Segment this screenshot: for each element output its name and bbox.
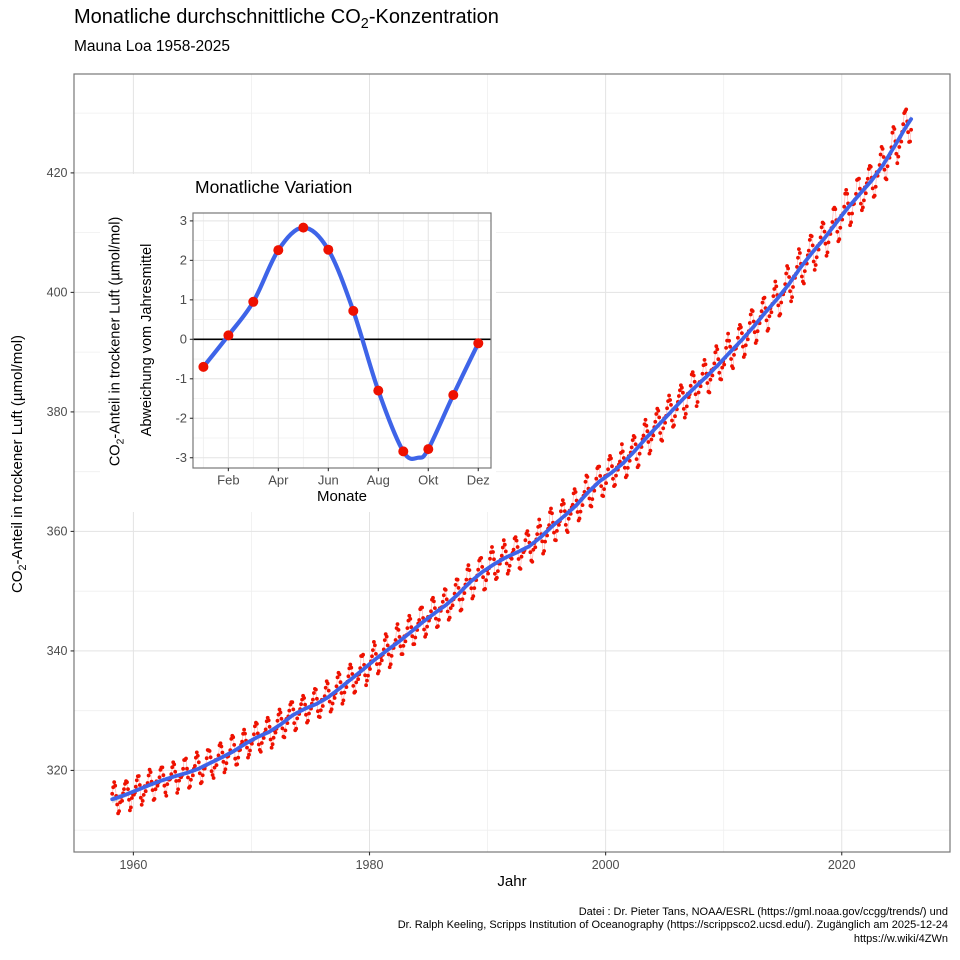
inset-y-tick-label: -1 [175,371,187,386]
plot-title-text: Monatliche durchschnittliche CO [74,6,361,28]
plot-title: Monatliche durchschnittliche CO2-Konzent… [74,6,499,32]
panel-border [73,73,951,853]
y-tick-label: 360 [47,525,68,539]
inset-chart-svg: Feb Apr Jun Aug Okt Dez -3 -2 -1 0 1 2 3 [175,212,492,488]
caption: Datei : Dr. Pieter Tans, NOAA/ESRL (http… [398,906,948,946]
inset-curve [201,225,481,461]
plot-subtitle: Mauna Loa 1958-2025 [74,38,230,55]
x-tick-label: 2000 [592,858,620,872]
inset-y-tick-label: -3 [175,450,187,465]
y-axis-title-text-2: -Anteil in trockener Luft (µmol/mol) [9,334,26,565]
inset-panel-border [192,212,492,469]
inset-axis-ticks [189,220,479,472]
y-axis-title-subscript: 2 [17,564,29,571]
caption-line-3: https://w.wiki/4ZWn [853,932,948,945]
inset-x-tick-label: Feb [217,473,239,488]
axis-ticks [70,172,843,856]
inset-y-tick-label: 0 [180,332,187,347]
inset-x-tick-label: Aug [367,473,390,488]
inset-x-tick-label: Okt [418,473,439,488]
y-tick-label: 400 [47,286,68,300]
inset-title: Monatliche Variation [195,177,353,197]
y-tick-label: 420 [47,166,68,180]
y-axis-title: CO2-Anteil in trockener Luft (µmol/mol) [9,264,29,664]
y-tick-label: 340 [47,644,68,658]
y-tick-label: 320 [47,764,68,778]
inset-minor-gridlines [193,213,491,468]
inset-dots [198,222,484,457]
inset-y-tick-label: -2 [175,410,187,425]
monthly-dots [110,107,913,816]
caption-line-1: Datei : Dr. Pieter Tans, NOAA/ESRL (http… [578,906,948,918]
inset-chart: Monatliche Variation CO2-Anteil in trock… [100,174,496,512]
inset-y-tick-label: 3 [180,213,187,228]
inset-x-tick-label: Jun [318,473,339,488]
inset-y-tick-label: 2 [180,253,187,268]
inset-x-tick-label: Dez [467,473,490,488]
inset-y-tick-label: 1 [180,292,187,307]
x-tick-label: 1980 [356,858,384,872]
y-axis-title-text: CO [9,570,26,594]
y-tick-label: 380 [47,405,68,419]
trend-line [110,117,913,802]
caption-line-2: Dr. Ralph Keeling, Scripps Institution o… [397,919,948,932]
inset-x-axis-title: Monate [316,488,368,505]
inset-x-tick-label: Apr [268,473,289,488]
inset-axis-tick-labels: Feb Apr Jun Aug Okt Dez -3 -2 -1 0 1 2 3 [175,213,489,487]
x-tick-label: 2020 [828,858,856,872]
x-axis-title: Jahr [497,873,527,890]
inset-major-gridlines [193,213,491,468]
plot-title-subscript: 2 [360,16,369,32]
x-tick-label: 1960 [119,858,147,872]
plot-title-text-2: -Konzentration [368,6,499,28]
